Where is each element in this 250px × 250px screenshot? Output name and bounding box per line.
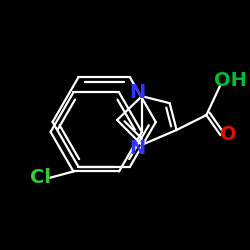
Text: Cl: Cl [30,168,51,187]
Text: N: N [129,83,145,102]
Text: OH: OH [214,71,247,90]
Text: O: O [220,126,236,144]
Text: N: N [129,139,145,158]
